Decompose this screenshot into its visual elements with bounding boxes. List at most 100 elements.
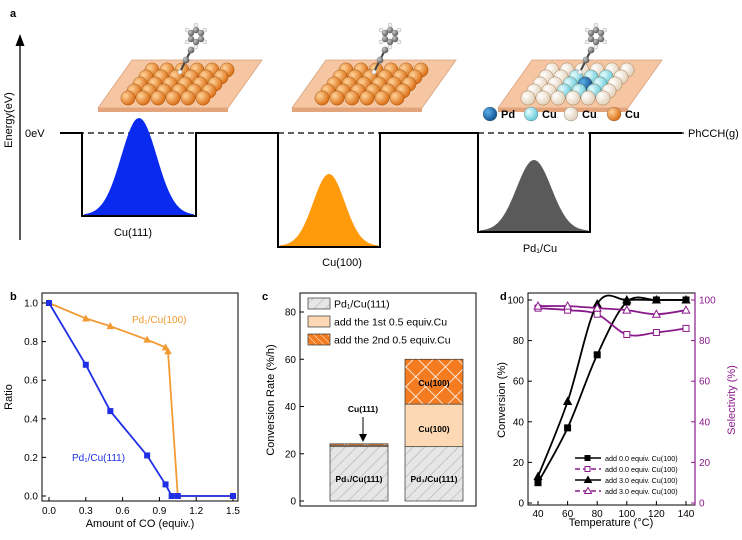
surface-atom [374,90,390,106]
carbon-atom [192,26,200,34]
atom-legend-label: Pd [501,109,515,121]
panel-d-axes: 40 60 80 100 120 140 0 0 20 20 40 40 60 60 80 80 100 100 [507,293,716,520]
bar-1-segment-2 [404,358,464,405]
data-point-square [564,424,572,432]
atom-legend-label: Cu [542,109,557,121]
hydrogen-atom [396,27,402,33]
y-tick-label-right: 0 [699,499,705,510]
bar-label-top: Cu(100) [418,378,449,388]
panel-c-legend: Pd₁/Cu(111) add the 1st 0.5 equiv.Cu add t… [307,297,451,347]
surface-atom [165,90,181,106]
panel-b: b 0.0 0.3 0.6 0.9 1.2 1.5 0.0 0.2 0.4 0.6 0.8 1.0 A… [3,291,240,530]
data-point-triangle [681,305,691,314]
y-tick-label: 20 [285,449,297,460]
data-point-triangle [681,294,691,304]
panel-c-bars: Pd₁/Cu(111) Pd₁/Cu(111) Cu(100) Cu(100) Cu(1… [329,358,464,502]
surface-models [97,22,663,112]
hydrogen-atom [584,27,590,33]
carbon-atom [592,38,600,46]
series-line-0 [48,302,233,497]
data-point-triangle [622,305,632,314]
carbon-atom [381,35,389,43]
data-point-square [144,452,151,459]
panel-b-label: b [10,291,17,303]
hydrogen-atom [202,27,208,33]
data-point-square [652,328,660,336]
carbon-atom [187,46,195,54]
surface-atom [535,90,551,106]
y-tick-label: 1.0 [24,299,38,310]
surface-atom [180,90,196,106]
panel-a: a Energy(eV) 0eV PhCCH(g) Cu(111) Cu(100… [3,8,739,269]
energy-axis-arrow-icon [15,34,25,46]
carbon-atom [187,29,195,37]
carbon-atom [386,26,394,34]
y-tick-label-left: 100 [507,296,524,307]
data-point-triangle [651,309,662,318]
data-point-square [593,351,601,359]
x-tick-label: 60 [562,509,574,520]
panel-d: d 40 60 80 100 120 140 0 0 20 20 40 40 60 60 80 80 100 10… [496,291,738,529]
legend-swatch [307,333,331,346]
panel-a-label: a [10,8,17,20]
hydrogen-atom [193,22,199,28]
carbon-atom [391,35,399,43]
hydrogen-atom [593,22,599,28]
panel-d-ylabel-left: Conversion (%) [496,362,508,438]
surface-atom [329,90,345,106]
data-point-square [168,493,175,499]
y-tick-label: 40 [285,402,297,413]
hydrogen-atom [184,39,190,45]
series-label-pd1-cu111: Pd₁/Cu(111) [72,453,125,464]
legend-label: add 0.0 equiv. Cu(100) [605,465,678,474]
peak-cu100 [280,174,378,246]
hydrogen-atom [602,39,608,45]
surface-atom [344,90,360,106]
y-tick-label-right: 80 [699,336,711,347]
cu-light-ball-icon [523,106,539,122]
hydrogen-atom [396,39,402,45]
legend-marker [584,466,591,472]
surface-atom [565,90,581,106]
series-line-1 [48,302,233,497]
data-point-triangle [651,294,662,304]
legend-swatch [307,297,331,310]
x-tick-label: 120 [648,509,665,520]
hydrogen-atom [387,44,393,50]
y-tick-label-left: 40 [513,417,525,428]
data-point-triangle [562,301,573,310]
reference-label: PhCCH(g) [688,128,739,140]
zero-energy-label: 0eV [25,128,45,140]
legend-label: add 3.0 equiv. Cu(100) [605,487,678,496]
panel-d-plot [533,294,691,487]
data-point-triangle [562,396,573,405]
hydrogen-atom [577,69,583,75]
hydrogen-atom [387,22,393,28]
carbon-atom [197,29,205,37]
hydrogen-atom [378,39,384,45]
y-tick-label: 60 [285,355,297,366]
legend-marker [584,455,591,461]
data-point-triangle [622,294,632,304]
panel-b-ylabel: Ratio [3,384,15,410]
x-tick-label: 0.6 [116,506,130,517]
y-tick-label: 0.4 [24,414,38,425]
hydrogen-atom [371,69,377,75]
legend-label: add 3.0 equiv. Cu(100) [605,476,678,485]
data-point-square [174,493,181,499]
panel-c-label: c [262,291,268,303]
phenylacetylene-molecule [177,22,208,75]
carbon-atom [386,38,394,46]
y-tick-label: 0 [290,497,296,508]
panel-b-frame [41,292,239,502]
carbon-atom [597,35,605,43]
panel-c-axes: 0 20 40 60 80 [285,308,304,508]
x-tick-label: 80 [592,509,604,520]
surface-atom [595,90,611,106]
carbon-atom [381,46,389,54]
data-point-triangle [106,322,115,330]
hydrogen-atom [193,44,199,50]
surface-atom [520,90,536,106]
well-label-pd1cu: Pd₁/Cu [523,243,557,255]
